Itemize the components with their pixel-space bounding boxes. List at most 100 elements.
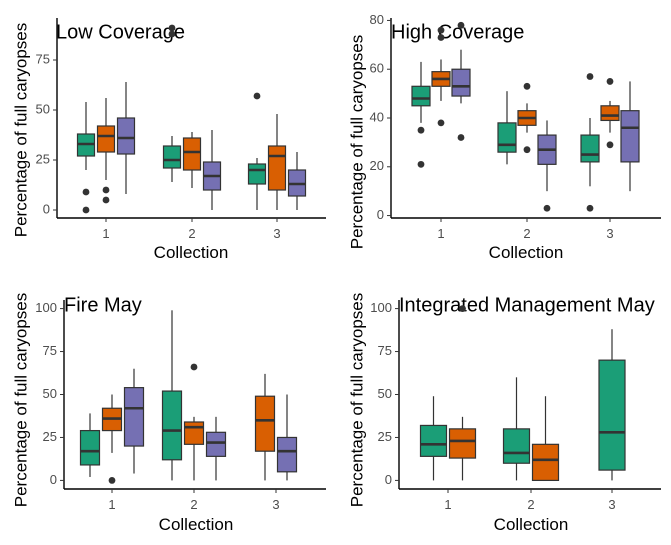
outlier-point [586,73,594,80]
box-body [182,137,202,171]
chart-panel-4: Integrated Management May Percentage of f… [347,293,661,534]
box-2-series-3 [202,130,222,210]
chart-title: Integrated Management May [399,295,655,317]
box-body [531,443,560,482]
outlier-point [82,206,90,214]
box-1-series-2 [431,26,451,127]
x-tick-label: 2 [190,497,197,512]
box-body [411,85,431,107]
outlier-point [168,24,176,32]
outlier-point [253,92,261,100]
box-body [620,110,640,163]
box-3-series-3 [620,81,640,192]
y-tick-label: 50 [378,386,392,401]
y-tick-label: 20 [370,158,384,173]
outlier-point [82,188,90,196]
chart-panel-3: Fire May Percentage of full caryopses Coll… [11,293,326,534]
y-axis-label: Percentage of full caryopses [347,35,366,250]
y-tick-label: 0 [50,472,57,487]
outlier-point [190,363,198,371]
outlier-point [459,305,466,312]
box-1-series-1 [76,102,96,214]
box-body [116,117,136,155]
box-1-series-1 [79,413,101,477]
box-body [451,68,471,97]
box-2-series-1 [162,24,182,182]
x-tick-label: 3 [272,497,279,512]
box-body [502,428,531,464]
box-1-series-3 [451,21,471,141]
x-axis-label: Collection [159,515,234,534]
outlier-point [417,160,425,168]
outlier-point [457,21,465,29]
box-body [580,134,600,163]
box-3-series-1 [580,73,600,212]
outlier-point [523,82,531,90]
y-tick-label: 0 [385,472,392,487]
y-tick-label: 100 [35,300,57,315]
y-tick-label: 0 [43,201,50,216]
box-1-series-1 [411,61,431,168]
y-tick-label: 75 [36,51,50,66]
y-tick-label: 50 [36,101,50,116]
box-body [183,421,205,445]
x-axis-label: Collection [489,243,564,262]
box-1-series-2 [96,98,116,204]
box-body [254,395,276,452]
box-2-series-1 [161,310,183,481]
box-body [96,125,116,153]
box-2-series-3 [537,120,557,212]
box-3-series-3 [287,152,307,210]
x-axis-label: Collection [494,515,569,534]
box-3-series-2 [254,373,276,481]
box-body [205,431,227,457]
box-3-series-1 [598,329,626,481]
outlier-point [102,186,110,194]
y-tick-label: 100 [370,300,392,315]
box-2-series-2 [182,132,202,188]
y-axis-label: Percentage of full caryopses [11,23,30,238]
x-tick-label: 2 [523,226,530,241]
chart-title: Low Coverage [56,22,185,44]
box-body [600,105,620,122]
box-3-series-2 [267,114,287,210]
outlier-point [543,204,551,212]
box-1-series-1 [419,396,448,481]
x-axis-label: Collection [154,243,229,262]
y-tick-label: 0 [377,207,384,222]
box-body [161,390,183,461]
y-tick-label: 25 [36,151,50,166]
chart-title: High Coverage [391,22,524,44]
x-tick-label: 1 [444,497,451,512]
box-1-series-2 [448,305,477,481]
box-body [162,145,182,169]
box-2-series-2 [517,82,537,154]
outlier-point [417,126,425,134]
box-body [247,163,267,185]
box-2-series-2 [531,396,560,482]
box-1-series-3 [123,368,145,474]
y-tick-label: 25 [378,429,392,444]
box-2-series-2 [183,363,205,481]
box-3-series-2 [600,78,620,149]
outlier-point [586,204,594,212]
chart-title: Fire May [64,295,142,317]
outlier-point [457,134,465,141]
y-tick-label: 25 [43,429,57,444]
box-2-series-3 [205,416,227,481]
box-body [276,436,298,473]
y-tick-label: 40 [370,109,384,124]
x-tick-label: 1 [108,497,115,512]
y-axis-label: Percentage of full caryopses [347,293,366,508]
x-tick-label: 2 [188,226,195,241]
box-1-series-3 [116,82,136,194]
box-1-series-2 [101,394,123,484]
outlier-point [168,30,176,38]
x-tick-label: 3 [273,226,280,241]
y-tick-label: 75 [378,343,392,358]
y-tick-label: 60 [370,61,384,76]
box-body [123,387,145,447]
outlier-point [102,196,110,204]
box-body [267,145,287,191]
